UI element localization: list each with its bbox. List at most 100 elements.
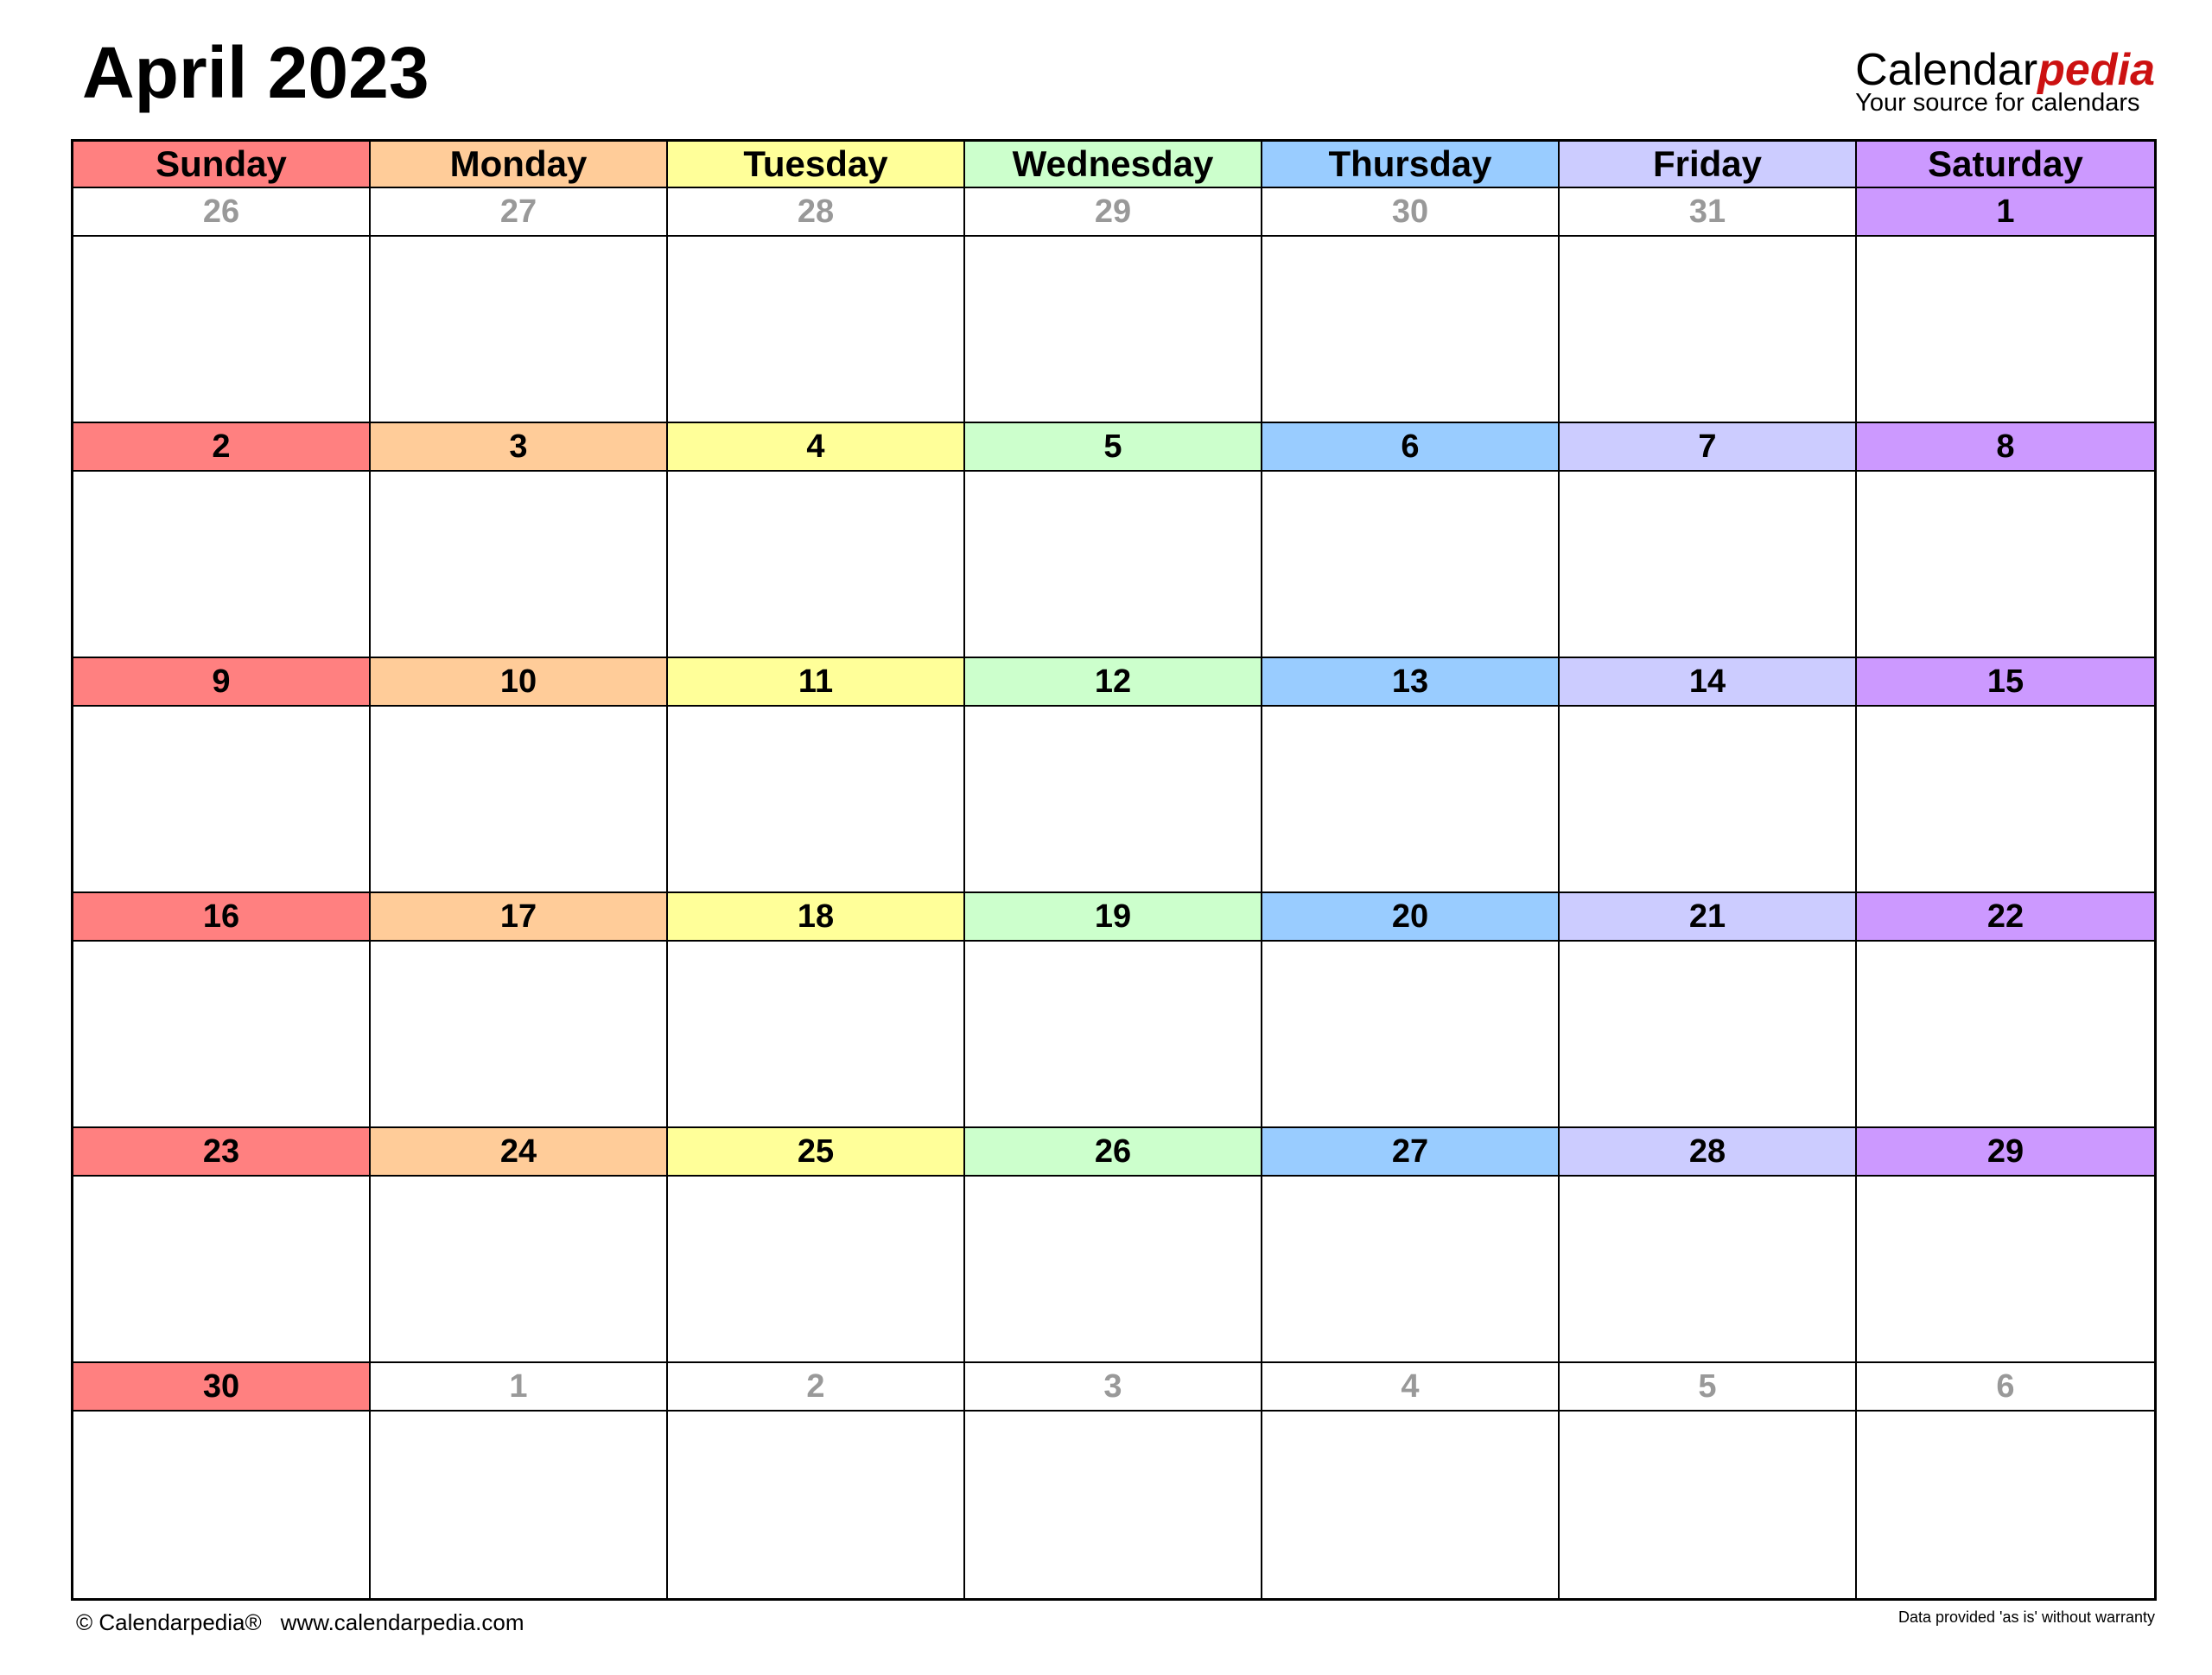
disclaimer: Data provided 'as is' without warranty [1897,1608,2155,1626]
day-notes-cell[interactable] [1857,942,2154,1128]
weekday-saturday: Saturday [1857,142,2154,188]
day-notes-cell[interactable] [371,472,668,658]
week-row: 30 1 2 3 4 5 6 [73,1363,2154,1598]
day-notes-cell[interactable] [1262,237,1560,423]
day-notes-cell[interactable] [1560,472,1857,658]
weekday-wednesday: Wednesday [965,142,1262,188]
day-notes-cell[interactable] [668,1412,965,1598]
notes-row [73,237,2154,423]
other-month-date: 4 [1262,1363,1560,1412]
date-cell: 2 [73,423,371,472]
date-cell: 24 [371,1128,668,1177]
date-cell: 8 [1857,423,2154,472]
notes-row [73,707,2154,893]
date-row: 26 27 28 29 30 31 1 [73,188,2154,237]
other-month-date: 28 [668,188,965,237]
weekday-monday: Monday [371,142,668,188]
day-notes-cell[interactable] [1262,472,1560,658]
day-notes-cell[interactable] [1857,1177,2154,1363]
day-notes-cell[interactable] [1857,237,2154,423]
day-notes-cell[interactable] [371,942,668,1128]
calendarpedia-logo[interactable]: Calendarpedia Your source for calendars [1855,48,2155,116]
date-cell: 16 [73,893,371,942]
date-cell: 6 [1262,423,1560,472]
date-cell: 19 [965,893,1262,942]
day-notes-cell[interactable] [668,237,965,423]
day-notes-cell[interactable] [1857,707,2154,893]
date-cell: 25 [668,1128,965,1177]
day-notes-cell[interactable] [371,1177,668,1363]
day-notes-cell[interactable] [1857,1412,2154,1598]
date-cell: 27 [1262,1128,1560,1177]
date-cell: 26 [965,1128,1262,1177]
other-month-date: 1 [371,1363,668,1412]
day-notes-cell[interactable] [668,472,965,658]
day-notes-cell[interactable] [965,942,1262,1128]
day-notes-cell[interactable] [1262,1177,1560,1363]
day-notes-cell[interactable] [73,707,371,893]
day-notes-cell[interactable] [668,942,965,1128]
weekday-sunday: Sunday [73,142,371,188]
date-cell: 5 [965,423,1262,472]
website-link[interactable]: www.calendarpedia.com [280,1609,524,1635]
weekday-tuesday: Tuesday [668,142,965,188]
day-notes-cell[interactable] [965,1177,1262,1363]
logo-brand: Calendarpedia [1855,48,2155,92]
other-month-date: 5 [1560,1363,1857,1412]
copyright: © Calendarpedia® [76,1609,262,1635]
calendar-grid: Sunday Monday Tuesday Wednesday Thursday Frid… [71,139,2157,1601]
weekday-header-row: Sunday Monday Tuesday Wednesday Thursday Frid… [73,142,2154,188]
date-cell: 9 [73,658,371,707]
date-cell: 28 [1560,1128,1857,1177]
date-cell: 17 [371,893,668,942]
date-row: 16 17 18 19 20 21 22 [73,893,2154,942]
day-notes-cell[interactable] [965,707,1262,893]
date-cell: 7 [1560,423,1857,472]
day-notes-cell[interactable] [1560,942,1857,1128]
notes-row [73,1412,2154,1598]
notes-row [73,942,2154,1128]
date-cell: 15 [1857,658,2154,707]
day-notes-cell[interactable] [965,1412,1262,1598]
day-notes-cell[interactable] [371,707,668,893]
week-row: 23 24 25 26 27 28 29 [73,1128,2154,1363]
day-notes-cell[interactable] [668,1177,965,1363]
other-month-date: 3 [965,1363,1262,1412]
date-cell: 30 [73,1363,371,1412]
date-cell: 4 [668,423,965,472]
day-notes-cell[interactable] [1262,707,1560,893]
day-notes-cell[interactable] [1262,942,1560,1128]
day-notes-cell[interactable] [965,472,1262,658]
day-notes-cell[interactable] [73,1177,371,1363]
logo-brand-accent: pedia [2037,45,2155,95]
day-notes-cell[interactable] [371,1412,668,1598]
day-notes-cell[interactable] [73,237,371,423]
date-row: 30 1 2 3 4 5 6 [73,1363,2154,1412]
other-month-date: 2 [668,1363,965,1412]
day-notes-cell[interactable] [1857,472,2154,658]
weekday-friday: Friday [1560,142,1857,188]
date-row: 9 10 11 12 13 14 15 [73,658,2154,707]
date-cell: 13 [1262,658,1560,707]
day-notes-cell[interactable] [371,237,668,423]
day-notes-cell[interactable] [73,472,371,658]
page-title: April 2023 [82,32,429,113]
day-notes-cell[interactable] [1560,707,1857,893]
day-notes-cell[interactable] [73,942,371,1128]
notes-row [73,1177,2154,1363]
other-month-date: 6 [1857,1363,2154,1412]
day-notes-cell[interactable] [1262,1412,1560,1598]
day-notes-cell[interactable] [1560,1412,1857,1598]
logo-tagline: Your source for calendars [1855,89,2140,117]
day-notes-cell[interactable] [1560,1177,1857,1363]
day-notes-cell[interactable] [965,237,1262,423]
day-notes-cell[interactable] [1560,237,1857,423]
weeks: 26 27 28 29 30 31 1 2 3 4 5 6 7 8 9 10 11 12 13 14 15 16 17 18 1… [73,188,2154,1598]
date-cell: 1 [1857,188,2154,237]
day-notes-cell[interactable] [73,1412,371,1598]
day-notes-cell[interactable] [668,707,965,893]
notes-row [73,472,2154,658]
date-cell: 29 [1857,1128,2154,1177]
